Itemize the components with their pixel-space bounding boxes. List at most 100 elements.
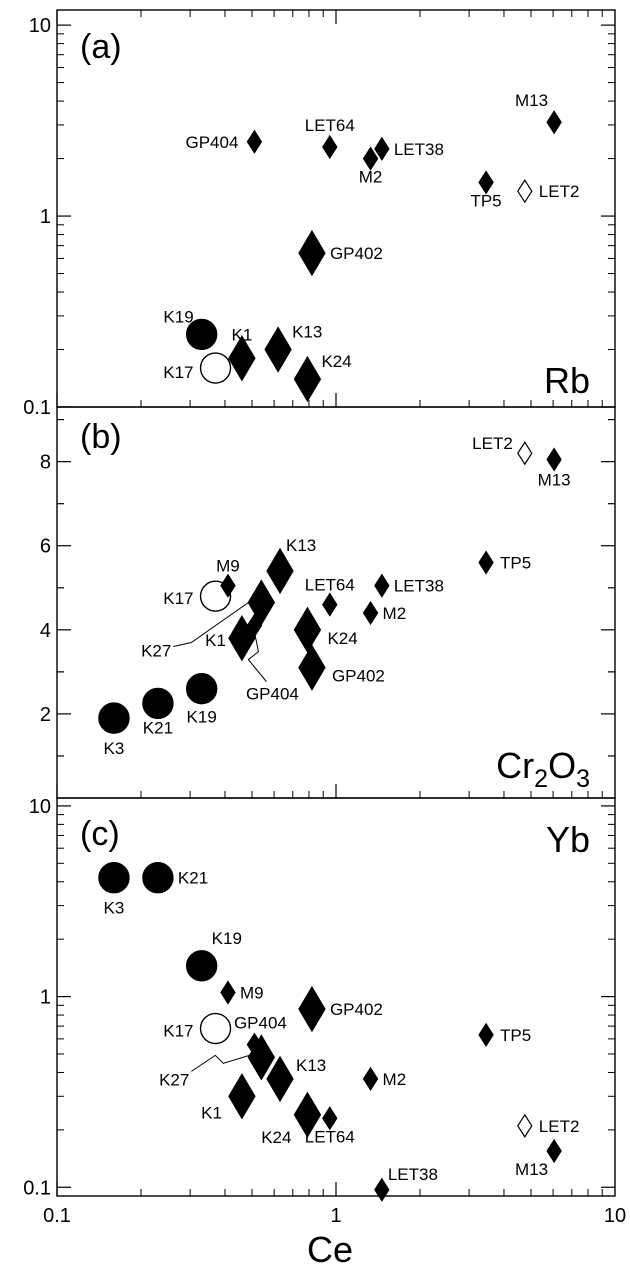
x-tick-label: 1 bbox=[330, 1205, 341, 1227]
panel-c-yb: (c) Yb 0.1 1 10 0.1 1 10 K3 K21 K19 M9 K17 GP404 K27… bbox=[23, 796, 626, 1227]
point-m9 bbox=[220, 573, 236, 598]
label-k19: K19 bbox=[163, 307, 193, 326]
label-k3: K3 bbox=[104, 899, 125, 918]
label-k1: K1 bbox=[232, 325, 253, 344]
point-k27 bbox=[247, 1034, 276, 1081]
label-let38: LET38 bbox=[388, 1165, 438, 1184]
point-k19 bbox=[185, 672, 218, 705]
panel-a-rb: (a) Rb 0.1 1 10 K19 K17 K1 K13 K24 GP402 GP404 LET… bbox=[23, 9, 616, 419]
label-gp404: GP404 bbox=[185, 133, 238, 152]
point-m13 bbox=[546, 110, 562, 135]
point-m2 bbox=[362, 146, 379, 171]
label-m2: M2 bbox=[359, 168, 383, 187]
point-gp402 bbox=[298, 229, 326, 277]
y-tick-label: 10 bbox=[29, 796, 51, 818]
point-k19 bbox=[185, 318, 218, 351]
label-k1: K1 bbox=[201, 1103, 222, 1122]
panel-label-a: (a) bbox=[80, 28, 122, 66]
point-k24 bbox=[293, 1091, 322, 1138]
point-k21 bbox=[142, 862, 174, 894]
label-k21: K21 bbox=[143, 718, 173, 737]
y-tick-label: 8 bbox=[40, 452, 51, 474]
point-k3 bbox=[98, 862, 130, 894]
point-k19 bbox=[185, 950, 218, 982]
label-m13: M13 bbox=[515, 91, 548, 110]
point-let64 bbox=[322, 134, 338, 160]
point-k1 bbox=[228, 1073, 256, 1120]
point-k21 bbox=[142, 687, 174, 720]
element-label-rb: Rb bbox=[544, 360, 590, 401]
label-gp404: GP404 bbox=[234, 1014, 287, 1033]
y-tick-label: 0.1 bbox=[23, 1177, 51, 1199]
label-tp5: TP5 bbox=[500, 554, 531, 573]
point-m9 bbox=[220, 980, 236, 1005]
label-let2: LET2 bbox=[539, 182, 580, 201]
point-gp402 bbox=[298, 644, 326, 691]
label-k27: K27 bbox=[159, 1070, 189, 1089]
point-let2 bbox=[517, 1113, 533, 1138]
y-tick-label: 0.1 bbox=[23, 397, 51, 419]
label-gp402: GP402 bbox=[330, 244, 383, 263]
label-gp402: GP402 bbox=[332, 667, 385, 686]
point-m2 bbox=[362, 1066, 379, 1092]
point-m2 bbox=[362, 600, 379, 626]
point-k24 bbox=[293, 606, 322, 654]
label-m2: M2 bbox=[383, 1070, 407, 1089]
label-tp5: TP5 bbox=[470, 191, 501, 210]
point-gp404 bbox=[246, 129, 263, 154]
label-k17: K17 bbox=[163, 1022, 193, 1041]
label-k24: K24 bbox=[261, 1128, 291, 1147]
y-tick-label: 1 bbox=[40, 206, 51, 228]
point-let64 bbox=[322, 592, 338, 617]
label-gp402: GP402 bbox=[330, 1000, 383, 1019]
label-let64: LET64 bbox=[305, 1127, 355, 1146]
label-k17: K17 bbox=[163, 363, 193, 382]
label-k21: K21 bbox=[178, 869, 208, 888]
point-k17 bbox=[199, 352, 232, 384]
label-k13: K13 bbox=[292, 323, 322, 342]
plot-frame bbox=[56, 9, 616, 408]
point-k3 bbox=[98, 702, 130, 734]
y-tick-label: 10 bbox=[29, 15, 51, 37]
label-let64: LET64 bbox=[305, 116, 355, 135]
label-k3: K3 bbox=[104, 739, 125, 758]
label-let2: LET2 bbox=[539, 1117, 580, 1136]
label-m13: M13 bbox=[538, 471, 571, 490]
label-k27: K27 bbox=[141, 642, 171, 661]
label-k24: K24 bbox=[327, 629, 357, 648]
label-let2: LET2 bbox=[472, 434, 513, 453]
label-gp404: GP404 bbox=[246, 685, 299, 704]
point-let64 bbox=[322, 1106, 338, 1131]
point-k17 bbox=[199, 1012, 232, 1045]
x-tick-label: 0.1 bbox=[43, 1205, 71, 1227]
label-k17: K17 bbox=[163, 589, 193, 608]
leader-gp404 bbox=[247, 631, 267, 682]
label-k19: K19 bbox=[212, 929, 242, 948]
point-let38 bbox=[374, 573, 390, 598]
point-m13 bbox=[546, 1138, 562, 1164]
label-k19: K19 bbox=[187, 708, 217, 727]
x-tick-label: 10 bbox=[604, 1205, 626, 1227]
point-k13 bbox=[264, 326, 292, 373]
point-k13 bbox=[266, 1055, 294, 1103]
point-k24 bbox=[293, 355, 322, 403]
y-tick-label: 2 bbox=[40, 704, 51, 726]
leader-k27 bbox=[173, 600, 252, 647]
label-k13: K13 bbox=[296, 1056, 326, 1075]
label-let38: LET38 bbox=[394, 140, 444, 159]
label-m9: M9 bbox=[216, 557, 240, 576]
point-m13 bbox=[546, 447, 562, 472]
point-tp5 bbox=[478, 1022, 494, 1047]
x-axis-label: Ce bbox=[307, 1229, 353, 1270]
panel-label-c: (c) bbox=[80, 815, 120, 853]
element-label-yb: Yb bbox=[546, 819, 590, 860]
point-let2 bbox=[517, 179, 533, 204]
point-k1 bbox=[228, 335, 256, 382]
point-k27 bbox=[247, 579, 276, 626]
point-let38 bbox=[374, 1177, 390, 1202]
point-gp402 bbox=[298, 985, 326, 1033]
label-k13: K13 bbox=[286, 536, 316, 555]
point-k13 bbox=[266, 547, 294, 595]
panel-label-b: (b) bbox=[80, 418, 122, 456]
